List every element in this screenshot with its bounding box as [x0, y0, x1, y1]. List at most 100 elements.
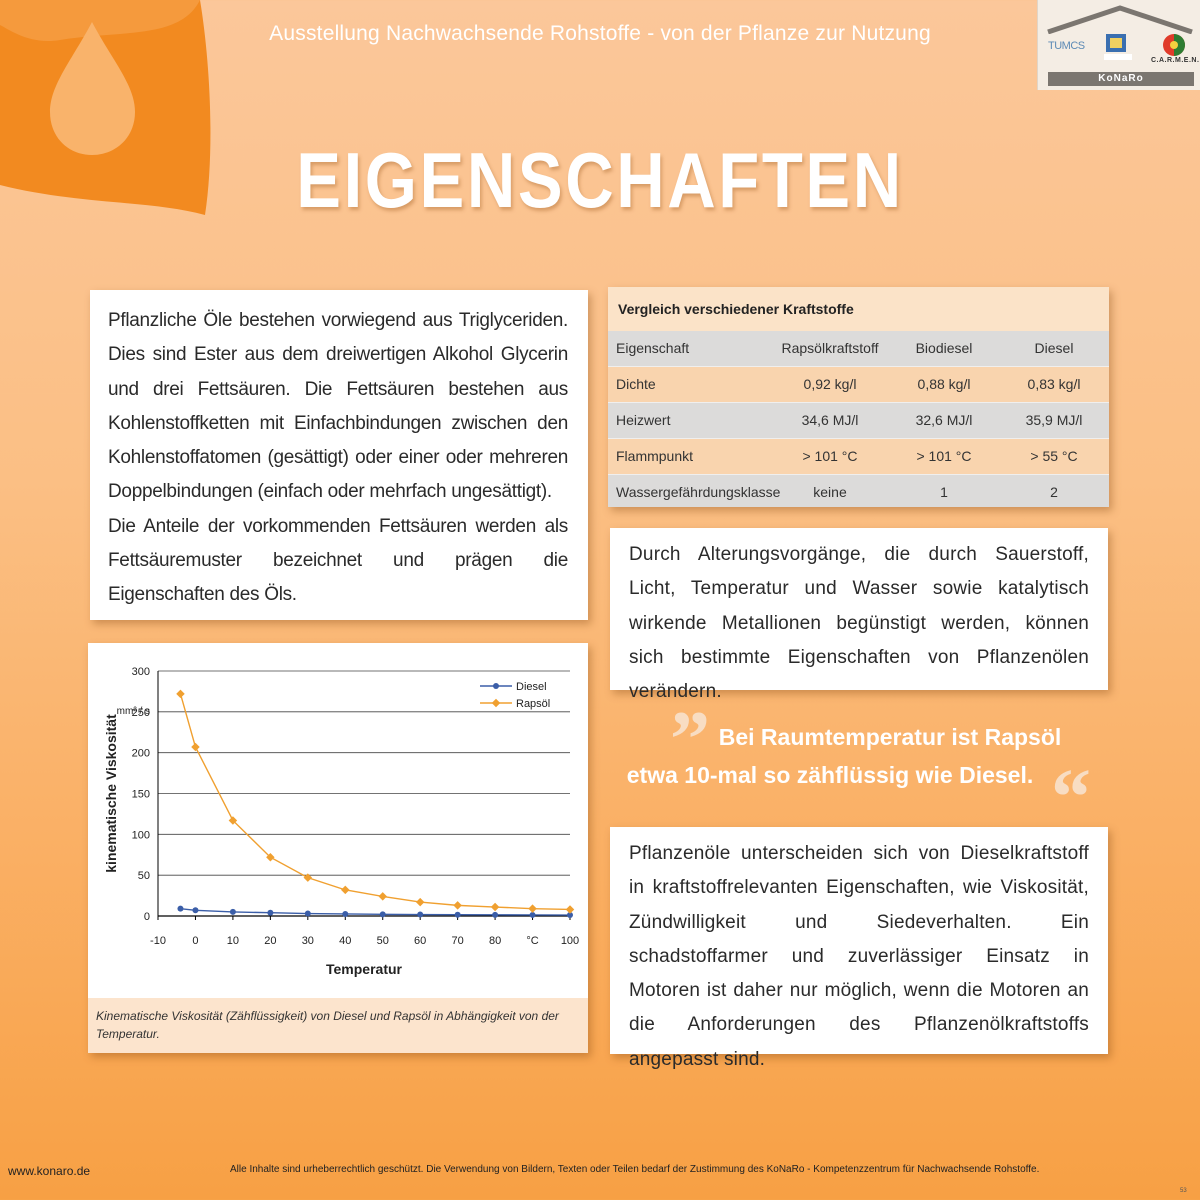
table-cell: 0,83 kg/l: [1027, 376, 1081, 392]
intro-paragraph: Pflanzliche Öle bestehen vorwiegend aus …: [108, 310, 568, 503]
x-tick-label: 50: [377, 935, 389, 947]
x-tick-label: 0: [192, 935, 198, 947]
table-cell: > 55 °C: [1030, 448, 1078, 464]
table-cell: Heizwert: [616, 412, 671, 428]
page-title: EIGENSCHAFTEN: [296, 136, 904, 224]
data-point: [415, 897, 425, 907]
difference-paragraph: Pflanzenöle unterscheiden sich von Diese…: [629, 843, 1089, 1070]
data-point: [529, 911, 536, 918]
data-point: [378, 892, 387, 901]
x-tick-label: -10: [150, 935, 166, 947]
quote-open-mark: ”: [670, 696, 710, 784]
difference-card: Pflanzenöle unterscheiden sich von Diese…: [610, 827, 1108, 1070]
x-tick-label: 10: [227, 935, 239, 947]
table-cell: > 101 °C: [916, 448, 972, 464]
table-row: Heizwert 34,6 MJ/l 32,6 MJ/l 35,9 MJ/l: [608, 403, 1109, 438]
legend-marker: [493, 683, 499, 689]
y-tick-label: 250: [132, 707, 150, 719]
data-point: [453, 901, 462, 910]
table-cell: 34,6 MJ/l: [801, 412, 859, 428]
table-cell: 0,92 kg/l: [803, 376, 857, 392]
viscosity-chart-card: 0 50 100 150 200 250 300 -10 0 10 20 30 40 50 60 70 80 °C…: [88, 643, 588, 1053]
table-cell: > 101 °C: [802, 448, 858, 464]
page-number: 53: [1180, 1188, 1187, 1194]
konaro-logo: KoNaRo: [1048, 72, 1194, 86]
data-point: [192, 907, 199, 914]
data-point: [303, 873, 313, 882]
table-header-row: Eigenschaft Rapsölkraftstoff Biodiesel D…: [608, 331, 1109, 366]
house-roof-icon: [1047, 5, 1193, 34]
data-point: [176, 689, 185, 699]
viscosity-quote: Bei Raumtemperatur ist Rapsöl etwa 10-ma…: [600, 718, 1130, 794]
x-tick-label: 80: [489, 935, 501, 947]
data-point: [266, 852, 275, 862]
partner-logos: TUMCS C.A.R.M.E.N. KoNaRo: [1037, 0, 1200, 90]
exhibition-title: Ausstellung Nachwachsende Rohstoffe - vo…: [269, 22, 931, 45]
fuel-comparison-table: Vergleich verschiedener Kraftstoffe Eige…: [608, 287, 1109, 507]
table-row: Dichte 0,92 kg/l 0,88 kg/l 0,83 kg/l: [608, 367, 1109, 402]
tumcs-logo: TUMCS: [1048, 40, 1085, 52]
intro-text: Pflanzliche Öle bestehen vorwiegend aus …: [108, 304, 568, 613]
legend-marker: [491, 698, 501, 708]
table-header-cell: Eigenschaft: [616, 340, 690, 356]
data-point: [342, 910, 349, 917]
aging-paragraph: Durch Alterungsvorgänge, die durch Sauer…: [629, 544, 1089, 703]
x-tick-label: 70: [452, 935, 464, 947]
x-tick-label: 60: [414, 935, 426, 947]
table-cell: 35,9 MJ/l: [1025, 412, 1083, 428]
aging-text: Durch Alterungsvorgänge, die durch Sauer…: [629, 538, 1089, 709]
table-row: Wassergefährdungsklasse keine 1 2: [608, 475, 1109, 507]
table-row: Flammpunkt > 101 °C > 101 °C > 55 °C: [608, 439, 1109, 474]
data-point: [379, 911, 386, 918]
data-point: [191, 742, 200, 752]
data-point: [229, 908, 236, 915]
corner-drop-decoration: [0, 0, 211, 215]
chart-caption: Kinematische Viskosität (Zähflüssigkeit)…: [88, 998, 588, 1053]
y-tick-label: 300: [132, 666, 150, 678]
table-cell: Wassergefährdungsklasse: [616, 484, 781, 500]
quote-close-mark: “: [1051, 754, 1091, 842]
y-tick-label: 100: [132, 829, 150, 841]
x-tick-label: 20: [264, 935, 276, 947]
y-unit-label: mm² / s: [117, 706, 150, 717]
data-point: [341, 885, 350, 895]
carmen-logo-icon: [1163, 34, 1185, 56]
drop-icon: [50, 22, 135, 155]
data-point: [417, 911, 424, 918]
difference-text: Pflanzenöle unterscheiden sich von Diese…: [629, 837, 1089, 1077]
y-tick-label: 150: [132, 789, 150, 801]
data-point: [565, 905, 575, 914]
y-tick-label: 0: [144, 911, 150, 923]
table-cell: 0,88 kg/l: [917, 376, 971, 392]
table-cell: 32,6 MJ/l: [915, 412, 973, 428]
x-tick-label: 40: [339, 935, 351, 947]
data-point: [228, 816, 238, 825]
data-point: [490, 902, 500, 912]
x-axis-label: Temperatur: [326, 961, 403, 977]
y-axis-label: kinematische Viskosität: [103, 714, 119, 873]
table-cell: 2: [1050, 484, 1058, 500]
data-point: [454, 911, 461, 918]
x-tick-label: 100: [561, 935, 579, 947]
table-cell: Flammpunkt: [616, 448, 694, 464]
footer-copyright: Alle Inhalte sind urheberrechtlich gesch…: [230, 1164, 1040, 1175]
footer-url[interactable]: www.konaro.de: [8, 1164, 91, 1178]
table-header-cell: Rapsölkraftstoff: [781, 340, 879, 356]
x-tick-label: °C: [526, 935, 538, 947]
series-line-rapsöl: [179, 693, 571, 911]
data-point: [528, 904, 537, 913]
table-title: Vergleich verschiedener Kraftstoffe: [608, 287, 1109, 331]
table-header-cell: Diesel: [1034, 340, 1074, 356]
table-cell: keine: [813, 484, 847, 500]
y-tick-label: 200: [132, 748, 150, 760]
data-point: [567, 912, 573, 919]
intro-card: Pflanzliche Öle bestehen vorwiegend aus …: [90, 290, 588, 620]
x-tick-label: 30: [302, 935, 314, 947]
table-cell: 1: [940, 484, 948, 500]
legend-label: Diesel: [516, 681, 547, 693]
table-header-cell: Biodiesel: [915, 340, 973, 356]
table-cell: Dichte: [616, 376, 656, 392]
series-line-diesel: [180, 907, 571, 916]
quote-line-2: etwa 10-mal so zähflüssig wie Diesel.: [626, 762, 1034, 788]
